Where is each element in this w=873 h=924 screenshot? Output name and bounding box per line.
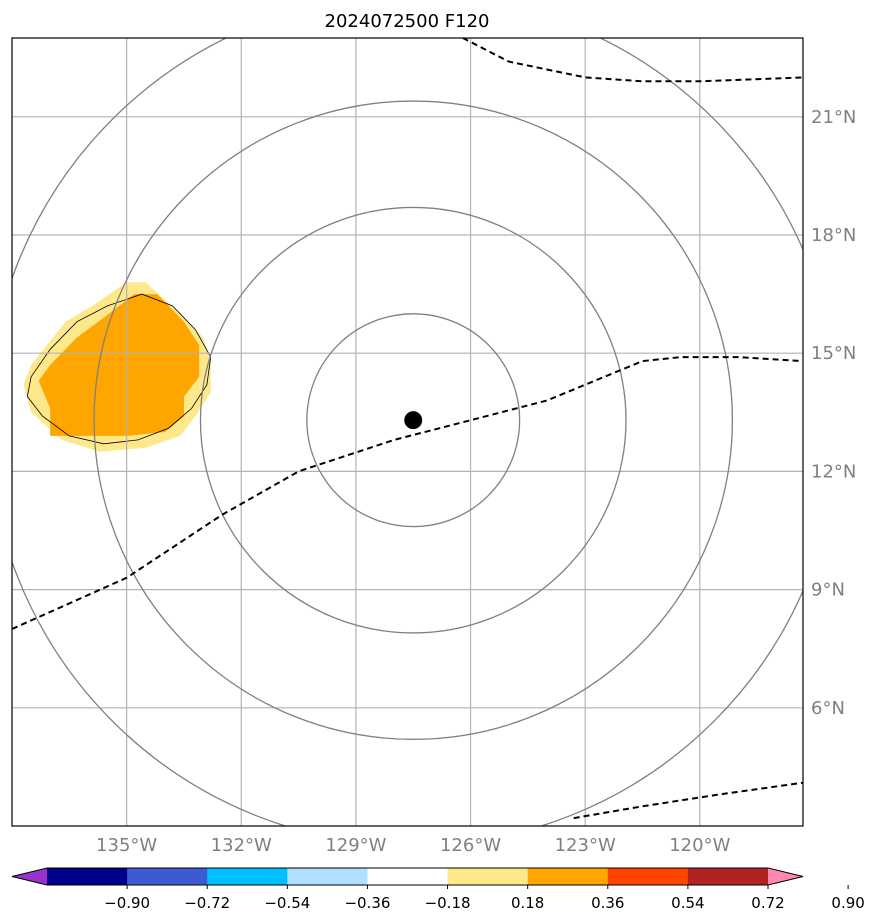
colorbar-segment (607, 868, 689, 885)
colorbar-outline (11, 867, 804, 886)
anomaly-region (38, 294, 200, 436)
dashed-contour-line (573, 781, 803, 820)
colorbar-segment (207, 868, 288, 885)
colorbar-tick-label: −0.90 (104, 894, 150, 912)
map-plot-area (12, 38, 803, 826)
latitude-tick-label: 15°N (811, 343, 856, 364)
colorbar-segment (47, 868, 128, 885)
latitude-tick-label: 21°N (811, 107, 856, 128)
colorbar-tick-label: −0.72 (184, 894, 230, 912)
colorbar-segment (127, 868, 208, 885)
longitude-tick-label: 129°W (325, 835, 386, 856)
colorbar-extend-high (768, 868, 803, 885)
dashed-contour-line (12, 356, 803, 630)
colorbar-segment (287, 868, 368, 885)
range-ring (93, 100, 734, 740)
map-frame (11, 37, 804, 827)
longitude-tick-labels: 135°W 132°W 129°W 126°W 123°W 120°W (96, 835, 731, 856)
colorbar-tick-label: 0.72 (751, 894, 784, 912)
colorbar-tick-label: 0.18 (511, 894, 544, 912)
longitude-tick-label: 132°W (211, 835, 272, 856)
longitude-tick-label: 135°W (96, 835, 157, 856)
longitude-tick-label: 123°W (555, 835, 616, 856)
latitude-tick-label: 9°N (811, 580, 845, 601)
colorbar-tick-label: 0.90 (831, 894, 864, 912)
latitude-tick-label: 6°N (811, 698, 845, 719)
dashed-contour-line (462, 38, 803, 83)
range-ring (306, 313, 521, 528)
colorbar-extend-low (12, 868, 47, 885)
figure-title: 2024072500 F120 (325, 11, 490, 32)
colorbar-tick-label: −0.18 (425, 894, 471, 912)
latitude-tick-labels: 6°N 9°N 12°N 15°N 18°N 21°N (811, 107, 856, 719)
colorbar-tick-label: 0.54 (671, 894, 704, 912)
storm-center-marker (404, 411, 423, 430)
range-ring (199, 206, 627, 634)
colorbar: −0.90 −0.72 −0.54 −0.36 −0.18 0.18 0.36 0.54 0.7… (11, 867, 865, 912)
latitude-tick-label: 12°N (811, 461, 856, 482)
colorbar-tick-label: −0.36 (344, 894, 390, 912)
colorbar-tick-label: 0.36 (591, 894, 624, 912)
longitude-tick-label: 126°W (440, 835, 501, 856)
colorbar-segment (527, 868, 609, 885)
colorbar-segment (367, 868, 449, 885)
longitude-tick-label: 120°W (669, 835, 730, 856)
colorbar-segment (687, 868, 769, 885)
colorbar-tick-label: −0.54 (264, 894, 310, 912)
colorbar-segment (447, 868, 529, 885)
latitude-tick-label: 18°N (811, 225, 856, 246)
anomaly-contour-outline (26, 293, 212, 445)
